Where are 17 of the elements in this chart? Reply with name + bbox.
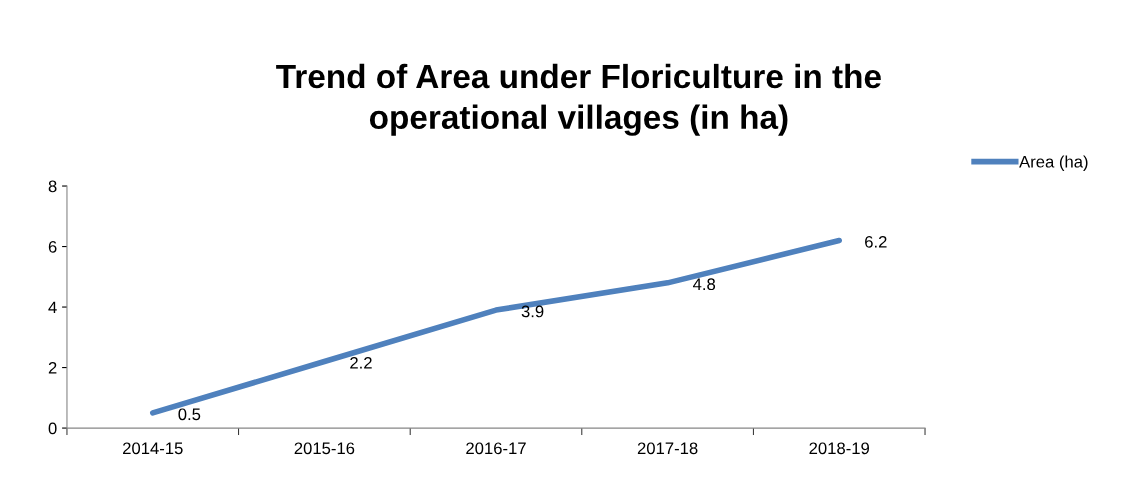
data-label: 3.9 — [521, 305, 544, 318]
data-label: 6.2 — [865, 235, 887, 248]
x-tick-label: 2017-18 — [637, 442, 698, 455]
legend-label: Area (ha) — [1019, 155, 1088, 171]
x-tick-label: 2016-17 — [466, 442, 526, 455]
data-label: 4.8 — [692, 278, 716, 291]
data-label: 2.2 — [350, 356, 372, 369]
x-tick-label: 2018-19 — [809, 442, 870, 455]
chart-title: Trend of Area under Floriculture in the operational villages (in ha) — [276, 63, 881, 136]
y-tick-label: 0 — [48, 422, 57, 435]
x-tick-label: 2014-15 — [123, 442, 183, 455]
y-tick-label: 8 — [48, 180, 57, 193]
data-label: 0.5 — [178, 408, 201, 421]
x-tick-label: 2015-16 — [294, 442, 355, 455]
y-tick-label: 4 — [48, 301, 57, 314]
y-tick-label: 6 — [48, 240, 57, 253]
y-tick-label: 2 — [48, 361, 57, 374]
